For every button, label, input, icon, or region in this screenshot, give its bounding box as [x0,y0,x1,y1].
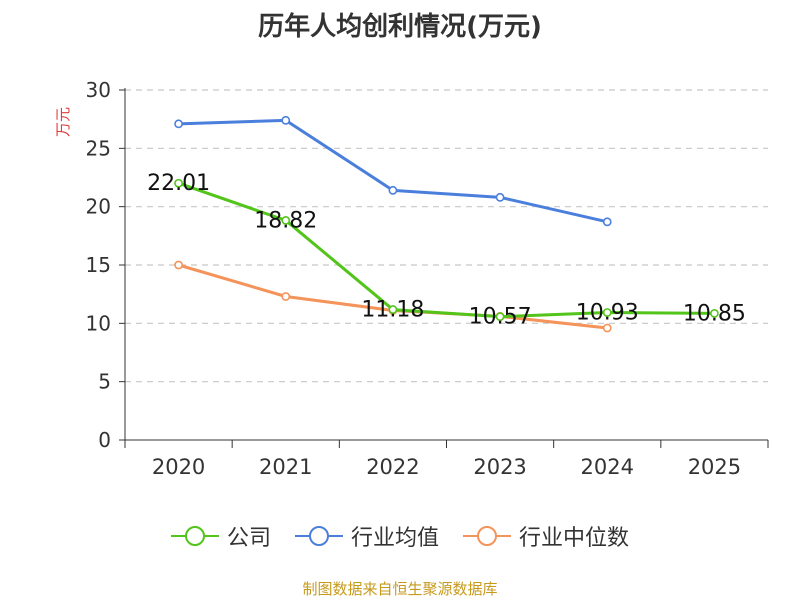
x-tick-label: 2025 [688,455,741,479]
y-tick-label: 20 [86,195,111,219]
y-tick-label: 0 [98,428,111,452]
y-tick-label: 25 [86,136,111,160]
data-label: 10.93 [576,300,639,325]
data-label: 10.85 [683,301,746,326]
legend-label-industry-mean: 行业均值 [350,526,439,551]
y-axis-label: 万元 [54,107,72,137]
y-tick-label: 30 [86,78,111,102]
data-point-2 [174,260,183,270]
data-point-1 [388,185,398,195]
legend-marker-company [170,526,219,546]
y-tick-label: 5 [98,370,111,394]
data-point-1 [495,192,505,202]
data-point-1 [281,115,291,125]
legend-label-industry-median: 行业中位数 [519,526,630,551]
data-label: 18.82 [254,208,317,233]
x-tick-label: 2020 [152,455,205,479]
data-point-0 [281,216,291,225]
data-point-0 [495,312,505,322]
y-tick-label: 10 [86,311,111,335]
data-label: 11.18 [361,298,424,323]
x-tick-label: 2021 [259,455,312,479]
data-point-0 [710,309,719,318]
data-point-0 [174,178,183,188]
x-tick-label: 2023 [473,455,526,479]
y-tick-label: 15 [86,253,111,277]
x-tick-label: 2022 [366,455,419,479]
source-note: 制图数据来自恒生聚源数据库 [302,580,498,598]
x-tick-label: 2024 [581,455,634,479]
data-label: 10.57 [469,305,532,330]
legend-marker-industry-mean [294,526,343,546]
legend-item-industry-median[interactable]: 行业中位数 [463,520,629,552]
chart-title: 历年人均创利情况(万元) [258,12,542,42]
data-point-0 [602,308,612,317]
data-point-2 [602,323,612,333]
data-point-0 [388,305,398,314]
data-point-2 [281,292,291,301]
data-point-1 [174,119,183,129]
legend-item-industry-mean[interactable]: 行业均值 [294,520,439,552]
legend-label-company: 公司 [226,526,271,551]
data-label: 22.01 [147,171,210,196]
legend: 公司 行业均值 行业中位数 [0,520,800,552]
data-point-1 [602,217,612,227]
legend-item-company[interactable]: 公司 [170,520,271,552]
legend-marker-industry-median [463,526,511,546]
series-line-0 [178,181,715,319]
